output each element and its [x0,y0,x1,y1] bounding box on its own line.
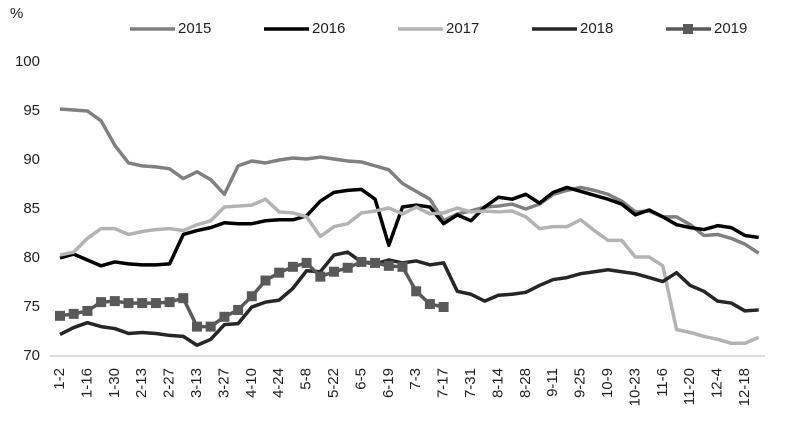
point-marker [205,321,216,332]
point-marker [96,297,107,308]
point-marker [342,262,353,273]
x-tick-label: 6-19 [380,368,397,398]
x-tick-label: 3-27 [215,368,232,398]
y-tick-label: 90 [23,151,40,168]
x-tick-label: 2-13 [133,368,150,398]
series-line [59,197,760,346]
x-tick-label: 1-2 [51,368,68,390]
point-marker [274,267,285,278]
x-tick-label: 2-27 [161,368,178,398]
point-marker [370,257,381,268]
point-marker [109,296,120,307]
x-tick-label: 6-5 [352,368,369,390]
x-tick-label: 10-9 [599,368,616,398]
point-marker [219,311,230,322]
point-marker [123,298,134,309]
x-tick-label: 4-10 [243,368,260,398]
point-marker [150,298,161,309]
point-marker [438,302,449,312]
series-line [59,250,759,347]
point-marker [164,297,175,308]
x-tick-label: 11-20 [681,368,698,405]
x-tick-label: 1-16 [78,368,95,398]
series-line [59,185,759,268]
point-marker [82,305,93,316]
point-marker [178,293,189,304]
y-tick-label: 70 [23,347,40,364]
legend-marker [683,24,693,34]
point-marker [411,286,422,297]
point-marker [424,299,435,310]
x-tick-label: 10-23 [626,368,643,406]
legend-label: 2018 [580,20,613,37]
x-tick-label: 1-30 [106,368,123,398]
point-marker [383,260,394,271]
point-marker [192,321,202,332]
point-marker [55,310,65,321]
point-marker [315,271,326,282]
y-tick-label: 100 [15,53,40,70]
point-marker [260,275,271,286]
x-tick-label: 5-22 [325,368,342,398]
x-tick-label: 4-24 [270,368,287,398]
x-tick-label: 9-25 [572,368,589,398]
legend-label: 2019 [714,20,747,37]
y-axis-label: % [10,5,23,22]
point-marker [137,298,148,309]
y-tick-label: 80 [23,249,40,266]
point-marker [246,291,257,302]
y-tick-label: 95 [23,102,40,119]
x-tick-label: 12-4 [709,368,726,398]
legend-label: 2015 [178,20,211,37]
point-marker [68,308,79,319]
point-marker [397,261,408,272]
x-tick-label: 3-13 [188,368,205,398]
y-tick-label: 85 [23,200,40,217]
x-tick-label: 8-28 [517,368,534,398]
x-tick-label: 11-6 [654,368,671,397]
x-tick-label: 5-8 [298,368,315,390]
x-tick-label: 8-14 [489,368,506,398]
point-marker [233,304,244,315]
x-tick-label: 9-11 [544,368,561,397]
legend-label: 2016 [312,20,345,37]
x-tick-label: 12-18 [736,368,753,406]
point-marker [301,257,312,268]
x-tick-label: 7-3 [407,368,424,390]
point-marker [287,261,298,272]
x-tick-label: 7-17 [435,368,452,398]
legend-label: 2017 [446,20,479,37]
point-marker [356,256,367,267]
y-tick-label: 75 [23,298,40,315]
x-tick-label: 7-31 [462,368,479,398]
point-marker [329,266,339,277]
series-line [59,107,760,255]
